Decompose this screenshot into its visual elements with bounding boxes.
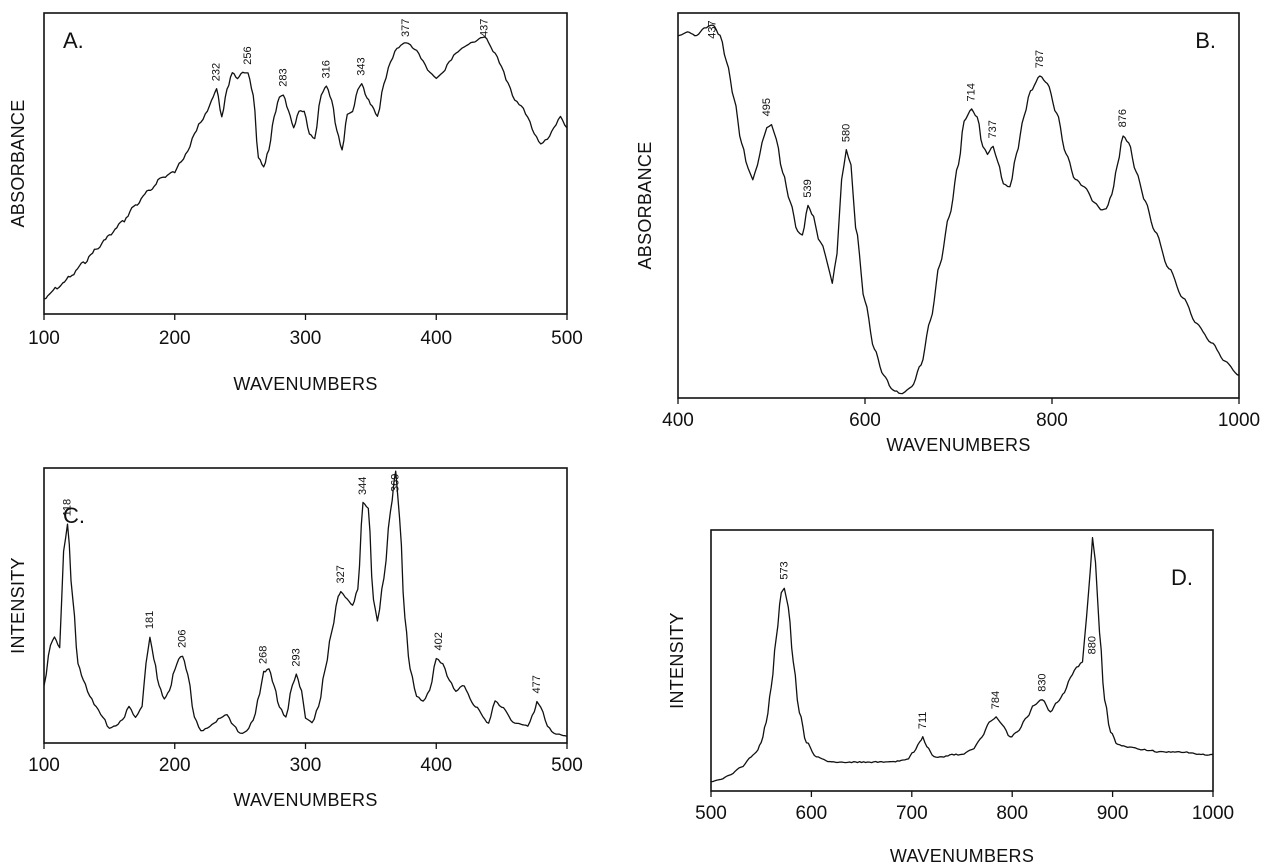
plot-frame (43, 467, 568, 744)
plot-frame (710, 529, 1214, 792)
x-axis-label: WAVENUMBERS (886, 435, 1030, 455)
peak-label: 737 (987, 120, 999, 138)
plot-frame (677, 12, 1240, 399)
peak-label: 876 (1117, 109, 1129, 127)
peak-label: 232 (211, 63, 223, 81)
panel-2: 100 200 300 400 500 WAVENUMBERS INTENSITY C.118… (8, 467, 583, 810)
x-tick-label: 400 (420, 328, 452, 349)
x-tick-label: 400 (420, 755, 452, 776)
peak-label: 268 (258, 646, 270, 664)
x-tick-label: 1000 (1218, 410, 1260, 431)
peak-label: 343 (356, 57, 368, 75)
x-tick-label: 400 (662, 410, 694, 431)
panel-3: 500 600 700 800 900 1000 WAVENUMBERS INTENSITY D… (667, 529, 1234, 866)
peak-label: 437 (479, 19, 491, 37)
peak-label: 206 (177, 629, 189, 647)
y-axis-label: ABSORBANCE (635, 141, 655, 269)
x-tick-label: 300 (290, 755, 322, 776)
peak-label: 787 (1034, 50, 1046, 68)
spectrum-line (44, 36, 567, 300)
x-tick-label: 500 (551, 755, 583, 776)
peak-label: 437 (707, 20, 719, 38)
peak-label: 714 (966, 83, 978, 101)
peak-label: 256 (242, 46, 254, 64)
panel-1: 400 600 800 1000 WAVENUMBERS ABSORBANCE B. 437 4… (635, 12, 1260, 455)
x-tick-label: 700 (896, 803, 928, 824)
x-tick-label: 500 (551, 328, 583, 349)
x-tick-label: 1000 (1192, 803, 1234, 824)
x-axis-label: WAVENUMBERS (890, 846, 1034, 866)
peak-label: 784 (990, 691, 1002, 709)
peak-label: 711 (917, 712, 929, 730)
x-tick-label: 200 (159, 755, 191, 776)
x-tick-label: 800 (996, 803, 1028, 824)
x-tick-label: 100 (28, 755, 60, 776)
peak-label: 580 (840, 124, 852, 142)
peak-label: 283 (277, 68, 289, 86)
x-tick-label: 900 (1097, 803, 1129, 824)
peak-label: 327 (335, 565, 347, 583)
peak-label: 344 (357, 477, 369, 495)
peak-label: 316 (320, 60, 332, 78)
peak-label: 118 (62, 499, 74, 517)
peak-label: 181 (144, 611, 156, 629)
peak-label: 477 (531, 675, 543, 693)
plot-frame (43, 12, 568, 315)
peak-label: 402 (433, 632, 445, 650)
x-tick-label: 600 (796, 803, 828, 824)
spectrum-line (44, 470, 567, 737)
x-tick-label: 500 (695, 803, 727, 824)
x-tick-label: 200 (159, 328, 191, 349)
peak-label: 377 (400, 19, 412, 37)
panel-0: 100 200 300 400 500 WAVENUMBERS ABSORBANCE A. 23… (8, 12, 583, 394)
panel-letter: C. (63, 503, 85, 528)
y-axis-label: INTENSITY (8, 557, 28, 654)
peak-label: 880 (1087, 636, 1099, 654)
x-tick-label: 100 (28, 328, 60, 349)
peak-label: 293 (290, 648, 302, 666)
peak-label: 539 (802, 179, 814, 197)
x-tick-label: 800 (1036, 410, 1068, 431)
peak-label: 369 (390, 474, 402, 492)
x-axis-label: WAVENUMBERS (233, 790, 377, 810)
y-axis-label: INTENSITY (667, 612, 687, 709)
spectrum-line (678, 24, 1239, 395)
y-axis-label: ABSORBANCE (8, 99, 28, 227)
x-tick-label: 300 (290, 328, 322, 349)
panel-letter: B. (1195, 28, 1216, 53)
panel-letter: A. (63, 28, 84, 53)
spectrum-line (711, 537, 1213, 783)
peak-label: 830 (1036, 673, 1048, 691)
x-axis-label: WAVENUMBERS (233, 374, 377, 394)
peak-label: 573 (778, 561, 790, 579)
panel-letter: D. (1171, 565, 1193, 590)
x-tick-label: 600 (849, 410, 881, 431)
peak-label: 495 (761, 98, 773, 116)
